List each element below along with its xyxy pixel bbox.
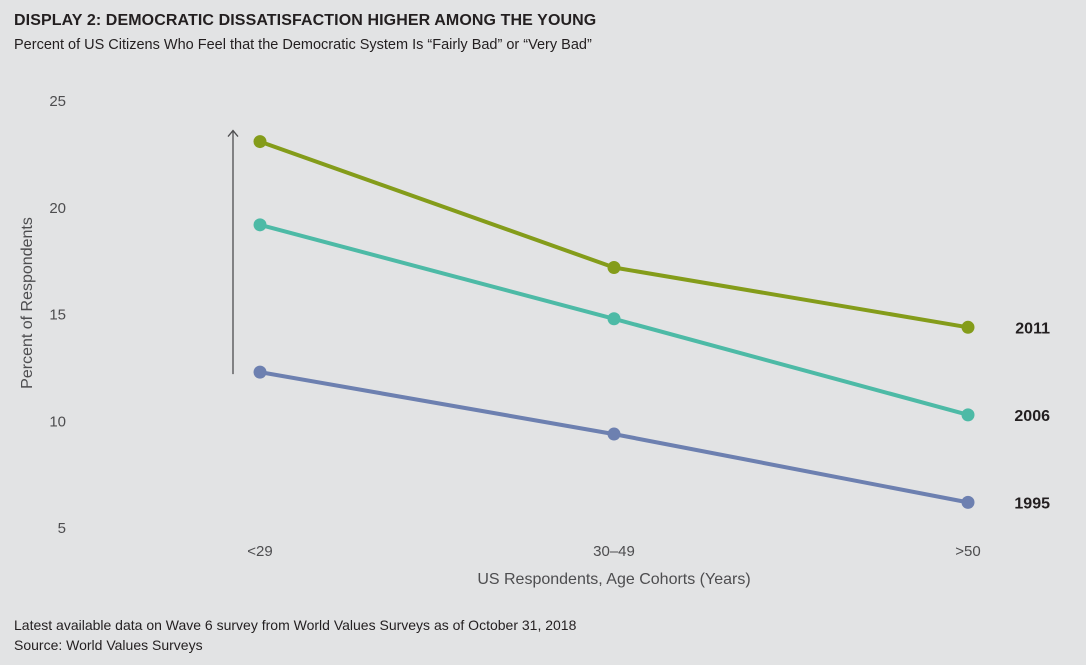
data-point-2011 [253,135,267,149]
x-axis-label: US Respondents, Age Cohorts (Years) [477,571,750,588]
x-tick-label: <29 [247,543,272,560]
series-label-1995: 1995 [1014,495,1050,512]
y-tick-label: 10 [49,413,66,430]
data-point-2011 [961,320,975,334]
y-axis-label: Percent of Respondents [19,217,36,389]
footnote: Latest available data on Wave 6 survey f… [14,617,577,633]
x-tick-label: 30–49 [593,543,635,560]
y-tick-label: 5 [58,520,66,537]
data-point-1995 [961,495,975,509]
chart-subtitle: Percent of US Citizens Who Feel that the… [14,37,592,53]
series-line-2011 [259,139,969,330]
series-label-2011: 2011 [1015,320,1050,337]
data-point-2006 [253,218,267,232]
data-point-2011 [607,261,621,275]
series-label-2006: 2006 [1014,408,1050,425]
x-tick-label: >50 [955,543,980,560]
footer: Latest available data on Wave 6 survey f… [14,615,576,655]
y-axis-ticks: 5 10 15 20 25 [49,93,66,537]
y-tick-label: 20 [49,200,66,217]
y-tick-label: 15 [49,307,66,324]
data-point-2006 [607,312,621,326]
chart-title: DISPLAY 2: DEMOCRATIC DISSATISFACTION HI… [14,12,597,29]
data-point-1995 [607,427,621,441]
x-axis-ticks: <29 30–49 >50 [247,543,980,560]
data-point-1995 [253,365,267,379]
series-layer: 2011 2006 1995 [253,135,1050,512]
y-tick-label: 25 [49,93,66,110]
data-point-2006 [961,408,975,422]
source-note: Source: World Values Surveys [14,637,203,653]
